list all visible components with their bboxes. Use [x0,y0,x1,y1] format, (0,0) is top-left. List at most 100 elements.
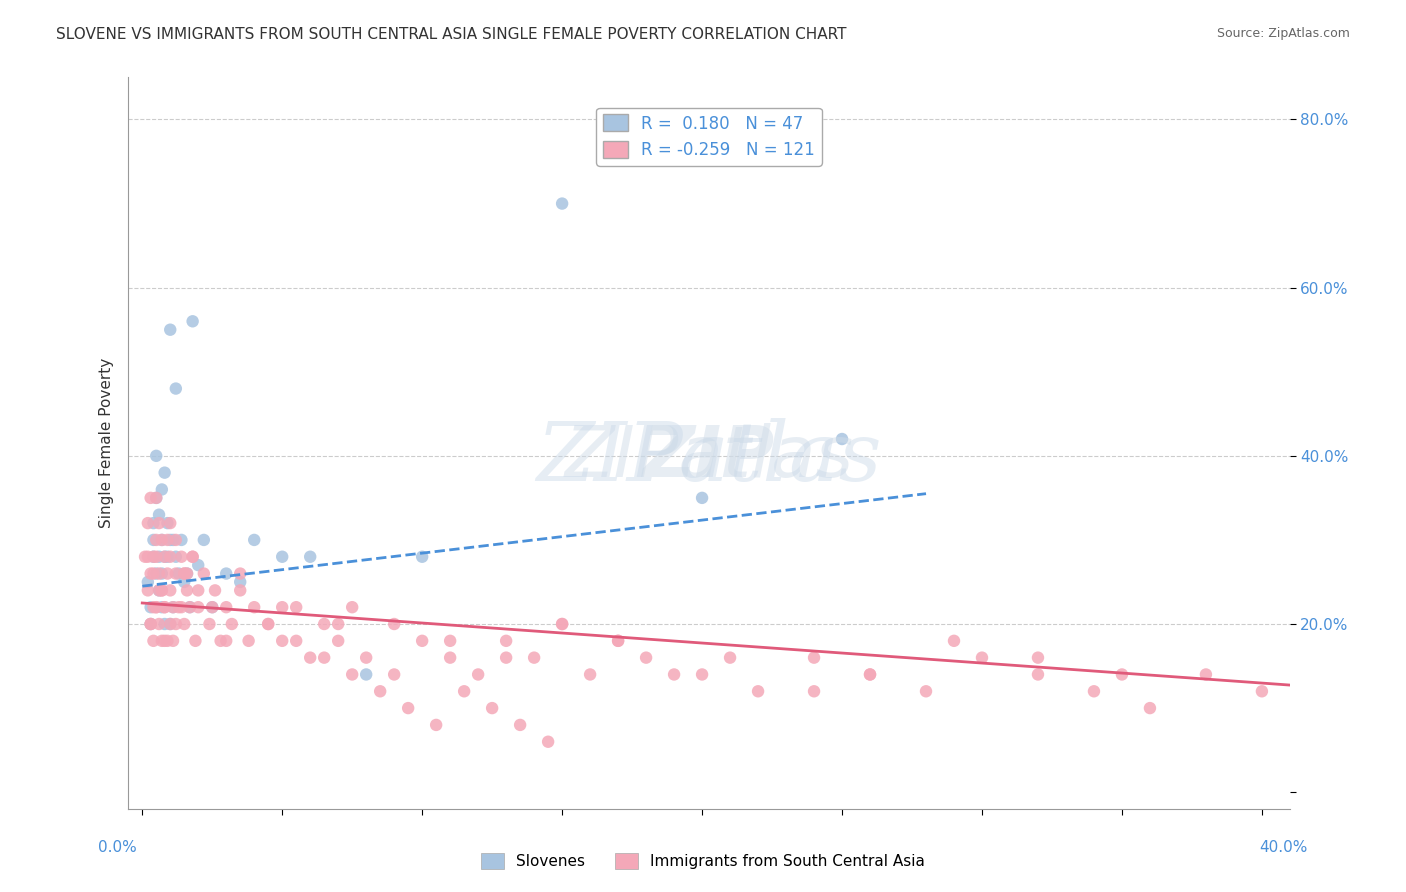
Point [523,650,546,665]
Point [354,650,377,665]
Point [495,650,517,665]
Point [159,533,181,547]
Point [173,566,195,581]
Point [425,718,447,732]
Point [159,549,181,564]
Point [537,735,560,749]
Point [145,600,167,615]
Point [145,600,167,615]
Point [176,566,198,581]
Point [162,600,184,615]
Point [271,600,294,615]
Point [153,600,176,615]
Text: ZIPatlas: ZIPatlas [565,424,853,492]
Point [153,549,176,564]
Point [271,633,294,648]
Point [173,617,195,632]
Point [299,650,322,665]
Point [150,583,173,598]
Point [139,491,162,505]
Point [285,633,308,648]
Point [136,516,159,530]
Point [136,549,159,564]
Point [148,549,170,564]
Point [299,549,322,564]
Point [551,617,574,632]
Point [453,684,475,698]
Point [167,600,190,615]
Point [747,684,769,698]
Point [165,617,187,632]
Point [150,533,173,547]
Point [150,533,173,547]
Point [187,600,209,615]
Point [368,684,391,698]
Point [145,491,167,505]
Point [314,650,336,665]
Point [142,549,165,564]
Point [509,718,531,732]
Point [184,633,207,648]
Point [148,566,170,581]
Point [204,583,226,598]
Point [170,549,193,564]
Point [411,549,433,564]
Point [165,549,187,564]
Point [150,566,173,581]
Point [198,617,221,632]
Point [156,566,179,581]
Point [859,667,882,681]
Point [150,600,173,615]
Point [340,600,363,615]
Point [165,566,187,581]
Point [439,650,461,665]
Point [142,533,165,547]
Point [1111,667,1133,681]
Point [139,617,162,632]
Point [831,432,853,446]
Point [328,617,350,632]
Point [340,667,363,681]
Point [187,558,209,573]
Point [148,508,170,522]
Point [145,491,167,505]
Point [607,633,630,648]
Point [1195,667,1218,681]
Point [229,574,252,589]
Point [662,667,685,681]
Point [173,566,195,581]
Point [859,667,882,681]
Text: 40.0%: 40.0% [1260,840,1308,855]
Point [165,533,187,547]
Text: SLOVENE VS IMMIGRANTS FROM SOUTH CENTRAL ASIA SINGLE FEMALE POVERTY CORRELATION : SLOVENE VS IMMIGRANTS FROM SOUTH CENTRAL… [56,27,846,42]
Point [215,566,238,581]
Point [271,549,294,564]
Point [145,533,167,547]
Point [495,633,517,648]
Text: 0.0%: 0.0% [98,840,138,855]
Point [229,583,252,598]
Point [221,617,243,632]
Point [690,667,713,681]
Point [551,196,574,211]
Point [179,600,201,615]
Point [142,516,165,530]
Point [328,633,350,648]
Point [187,583,209,598]
Point [201,600,224,615]
Point [139,617,162,632]
Point [314,617,336,632]
Point [215,600,238,615]
Point [142,549,165,564]
Point [607,633,630,648]
Point [382,667,405,681]
Point [150,583,173,598]
Point [943,633,966,648]
Point [257,617,280,632]
Point [382,617,405,632]
Point [136,583,159,598]
Point [467,667,489,681]
Point [215,633,238,648]
Text: ZIPatlas: ZIPatlas [536,417,882,498]
Point [150,633,173,648]
